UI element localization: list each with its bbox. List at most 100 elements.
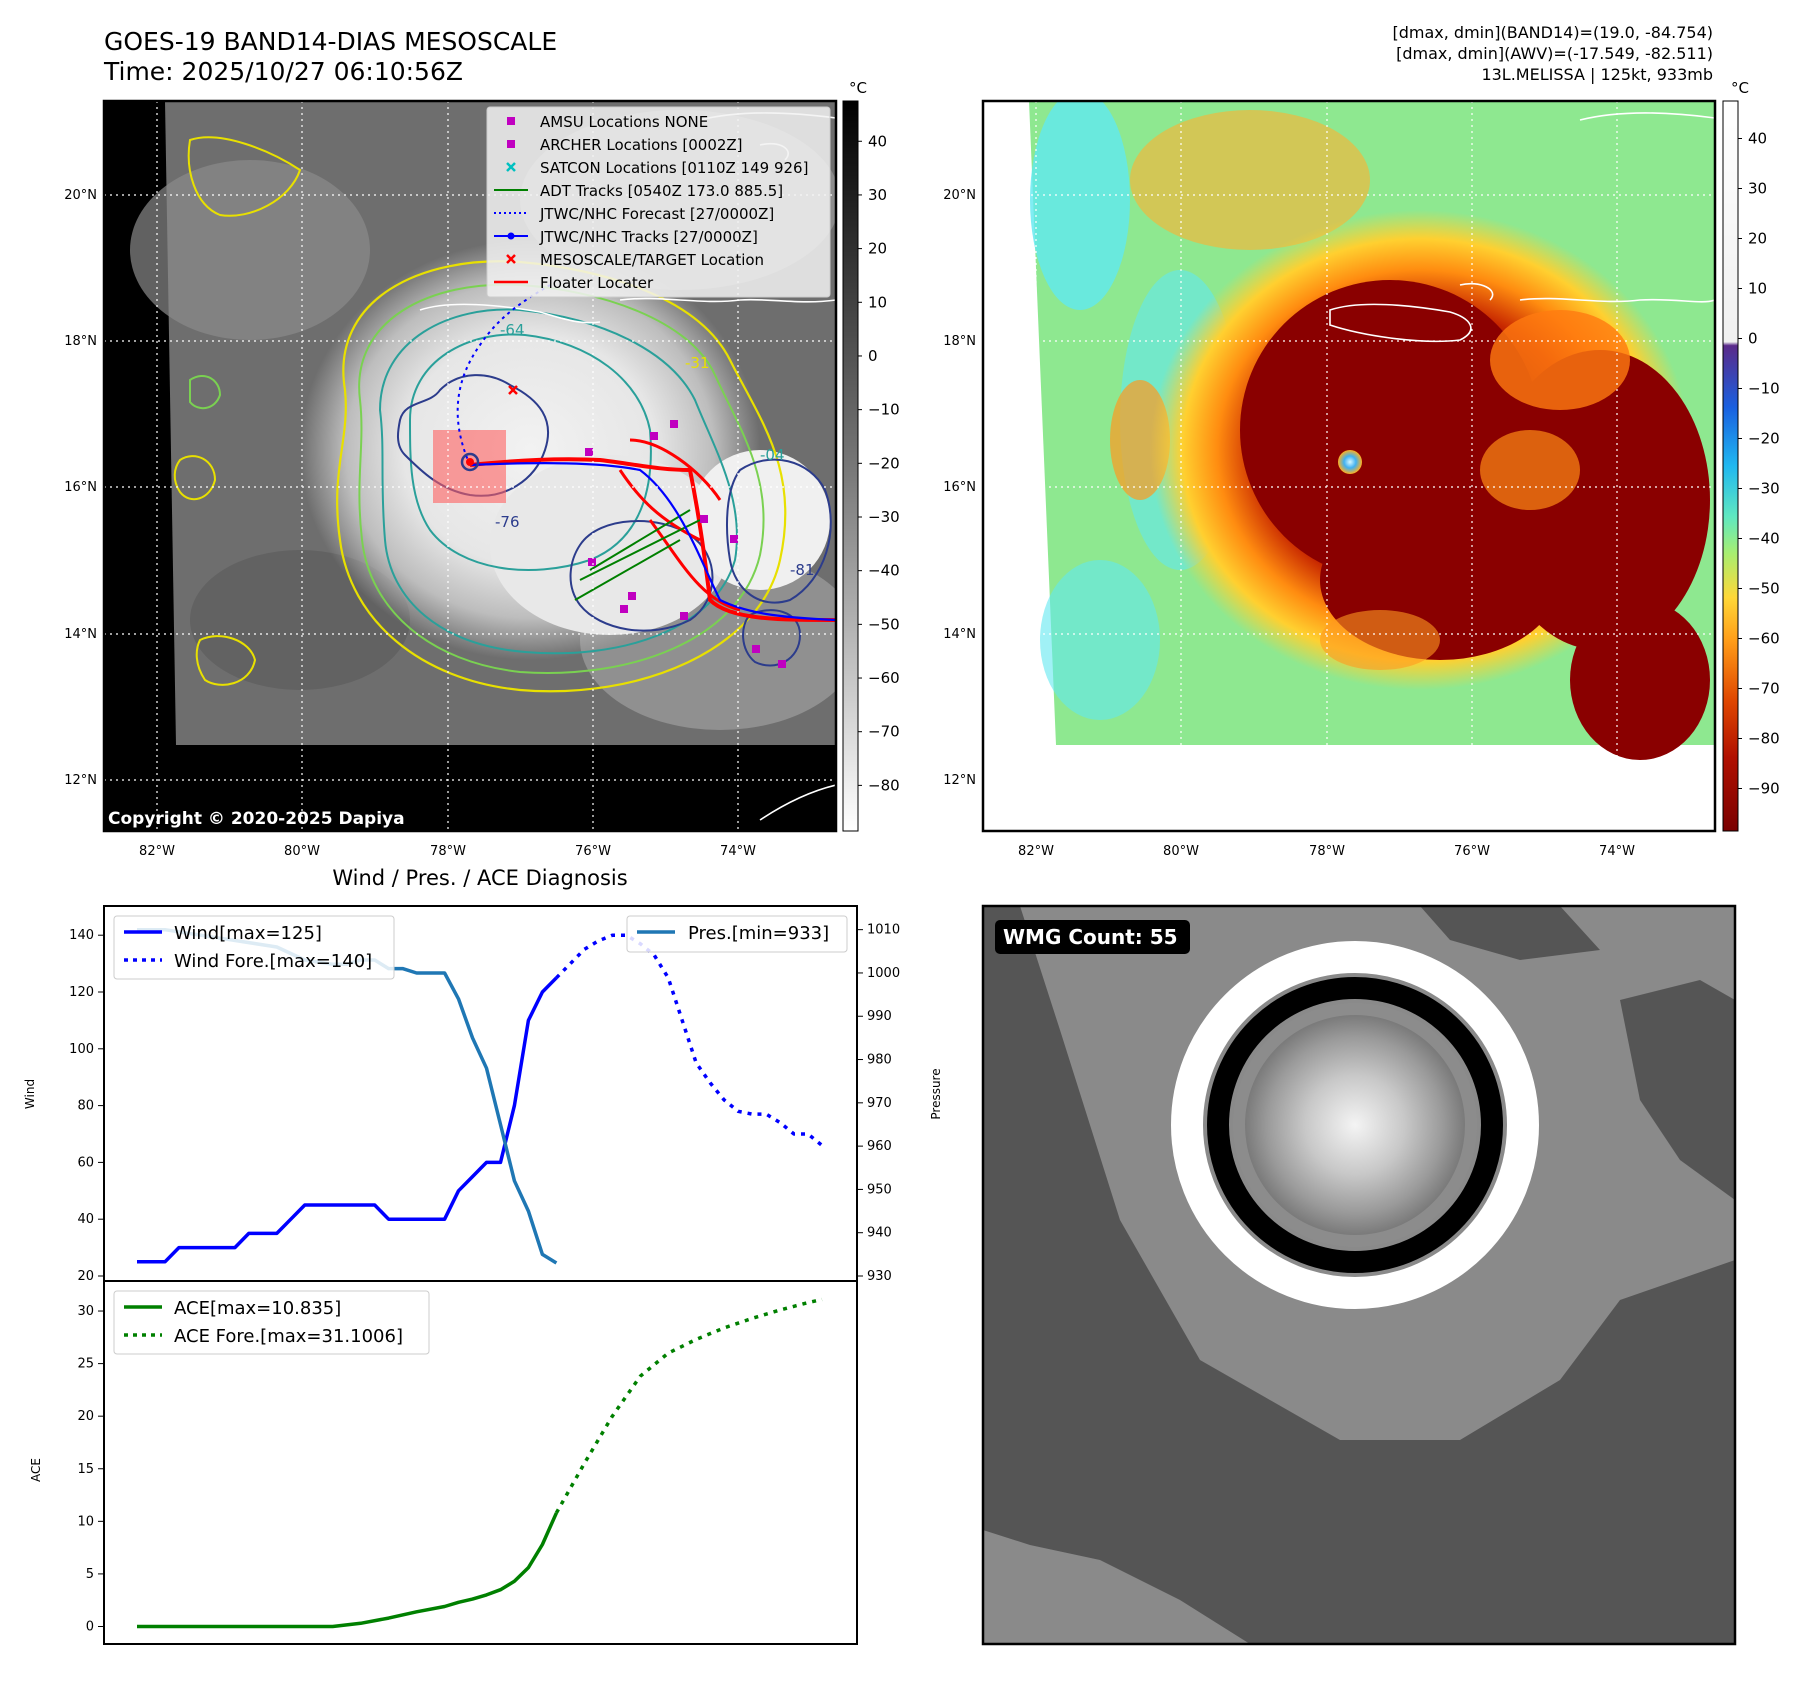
ace-ytick-label: 30 — [77, 1304, 94, 1319]
color-colorbar-tick-label: −90 — [1748, 780, 1780, 798]
legend-icon-archer — [507, 140, 515, 148]
legend-label: Wind Fore.[max=140] — [174, 951, 372, 972]
color-colorbar-tick-label: −60 — [1748, 630, 1780, 648]
legend-label: ACE Fore.[max=31.1006] — [174, 1326, 403, 1347]
ir-colorbar-tick-label: −60 — [868, 669, 900, 687]
legend-label: SATCON Locations [0110Z 149 926] — [540, 159, 808, 177]
ace-legend: ACE[max=10.835] ACE Fore.[max=31.1006] — [113, 1290, 430, 1355]
legend-label: ADT Tracks [0540Z 173.0 885.5] — [540, 182, 783, 200]
info-awv: [dmax, dmin](AWV)=(-17.549, -82.511) — [1396, 44, 1713, 63]
wind-legend: Wind[max=125] Wind Fore.[max=140] — [113, 915, 395, 980]
legend-label: Wind[max=125] — [174, 923, 322, 944]
wind-ytick-label: 80 — [77, 1099, 94, 1114]
lat-label: 18°N — [943, 334, 976, 349]
legend-label: JTWC/NHC Tracks [27/0000Z] — [539, 228, 758, 246]
color-colorbar: °C 40 30 20 10 0 −10 −20 −30 −40 −50 −60 −70 −80 −90 — [1722, 79, 1780, 832]
color-coastlines — [1329, 112, 1715, 821]
floater-box — [433, 430, 506, 503]
wmg-eye-core — [1245, 1015, 1465, 1235]
lon-label: 80°W — [1163, 844, 1199, 859]
legend-label: Pres.[min=933] — [688, 923, 829, 944]
color-colorbar-tick-label: −30 — [1748, 480, 1780, 498]
ace-ytick-label: 0 — [86, 1619, 94, 1634]
color-lon-labels: 82°W 80°W 78°W 76°W 74°W — [1018, 844, 1635, 859]
contour-label: -31 — [685, 354, 710, 372]
pressure-ytick-label: 970 — [867, 1096, 892, 1111]
color-colorbar-tick-label: 10 — [1748, 280, 1767, 298]
legend-label: MESOSCALE/TARGET Location — [540, 251, 764, 269]
pressure-legend: Pres.[min=933] — [626, 915, 848, 953]
wind-ytick-label: 20 — [77, 1269, 94, 1284]
ir-colorbar-tick-label: 0 — [868, 347, 878, 365]
lon-label: 76°W — [575, 844, 611, 859]
color-colorbar-tick-label: 30 — [1748, 180, 1767, 198]
info-band14: [dmax, dmin](BAND14)=(19.0, -84.754) — [1393, 23, 1714, 42]
diagnosis-title: Wind / Pres. / ACE Diagnosis — [332, 866, 627, 890]
storm-center-dot — [466, 458, 474, 466]
color-colorbar-tick-label: −80 — [1748, 730, 1780, 748]
pressure-ytick-label: 940 — [867, 1226, 892, 1241]
color-colorbar-tick-label: −10 — [1748, 380, 1780, 398]
ace-axis-label: ACE — [29, 1458, 43, 1482]
contour-label: -81 — [790, 561, 815, 579]
wmg-count-badge — [995, 920, 1190, 954]
archer-markers — [585, 420, 786, 668]
wind-axis-label: Wind — [23, 1079, 37, 1109]
ace-ytick-label: 10 — [77, 1514, 94, 1529]
ir-colorbar-tick-label: −40 — [868, 562, 900, 580]
lon-label: 74°W — [720, 844, 756, 859]
ir-colorbar: °C 40 30 20 10 0 −10 −20 −30 −40 −50 −60 −70 −80 — [842, 79, 900, 832]
pressure-ytick-label: 980 — [867, 1053, 892, 1068]
color-colorbar-tick-label: 20 — [1748, 230, 1767, 248]
ir-colorbar-tick-label: 30 — [868, 186, 887, 204]
lon-label: 80°W — [284, 844, 320, 859]
lon-label: 76°W — [1454, 844, 1490, 859]
legend-icon-satcon — [506, 162, 516, 172]
lon-label: 78°W — [1309, 844, 1345, 859]
wind-pres-chart: 20 40 60 80 100 120 140 930 940 950 960 970 980 990 1… — [23, 905, 943, 1284]
legend-label: JTWC/NHC Forecast [27/0000Z] — [539, 205, 774, 223]
ace-ytick-label: 5 — [86, 1567, 94, 1582]
contour-label: -76 — [495, 513, 520, 531]
contour-label: -04 — [760, 446, 785, 464]
legend-label: AMSU Locations NONE — [540, 113, 708, 131]
lon-label: 78°W — [430, 844, 466, 859]
color-colorbar-tick-label: 40 — [1748, 130, 1767, 148]
color-map-frame — [981, 99, 1717, 833]
color-lat-labels: 20°N 18°N 16°N 14°N 12°N — [943, 188, 976, 788]
wmg-dark-region — [983, 906, 1735, 1644]
lat-label: 12°N — [64, 773, 97, 788]
colorbar-unit: °C — [849, 79, 867, 97]
colorbar-unit: °C — [1731, 79, 1749, 97]
lat-label: 14°N — [64, 627, 97, 642]
series-line-wind — [137, 976, 558, 1264]
ir-colorbar-tick-label: 10 — [868, 293, 887, 311]
pressure-ytick-label: 1000 — [867, 966, 900, 981]
wind-ytick-label: 40 — [77, 1212, 94, 1227]
pressure-ytick-label: 930 — [867, 1269, 892, 1284]
pressure-axis-label: Pressure — [929, 1068, 943, 1119]
legend-label: Floater Locater — [540, 274, 654, 292]
legend-icon-amsu — [507, 117, 515, 125]
pressure-ytick-label: 990 — [867, 1009, 892, 1024]
figure-time: Time: 2025/10/27 06:10:56Z — [103, 57, 463, 86]
target-x-marker — [508, 385, 518, 395]
pressure-ytick-label: 1010 — [867, 923, 900, 938]
ir-lon-labels: 82°W 80°W 78°W 76°W 74°W — [139, 844, 756, 859]
lat-label: 20°N — [943, 188, 976, 203]
ace-ytick-label: 25 — [77, 1357, 94, 1372]
wmg-white-ring — [1171, 941, 1539, 1309]
ir-tracks — [456, 284, 836, 622]
ir-lat-labels: 20°N 18°N 16°N 14°N 12°N — [64, 188, 97, 788]
color-gridlines — [983, 101, 1715, 831]
lon-label: 82°W — [139, 844, 175, 859]
ace-ytick-label: 20 — [77, 1409, 94, 1424]
ir-colorbar-tick-label: −10 — [868, 401, 900, 419]
pressure-ytick-label: 960 — [867, 1139, 892, 1154]
lat-label: 12°N — [943, 773, 976, 788]
wind-ytick-label: 120 — [69, 985, 94, 1000]
ir-colorbar-tick-label: −80 — [868, 776, 900, 794]
color-map-panel: 20°N 18°N 16°N 14°N 12°N 82°W 80°W 78°W … — [943, 79, 1779, 859]
ir-colorbar-tick-label: −50 — [868, 615, 900, 633]
series-line-ace — [137, 1512, 559, 1629]
